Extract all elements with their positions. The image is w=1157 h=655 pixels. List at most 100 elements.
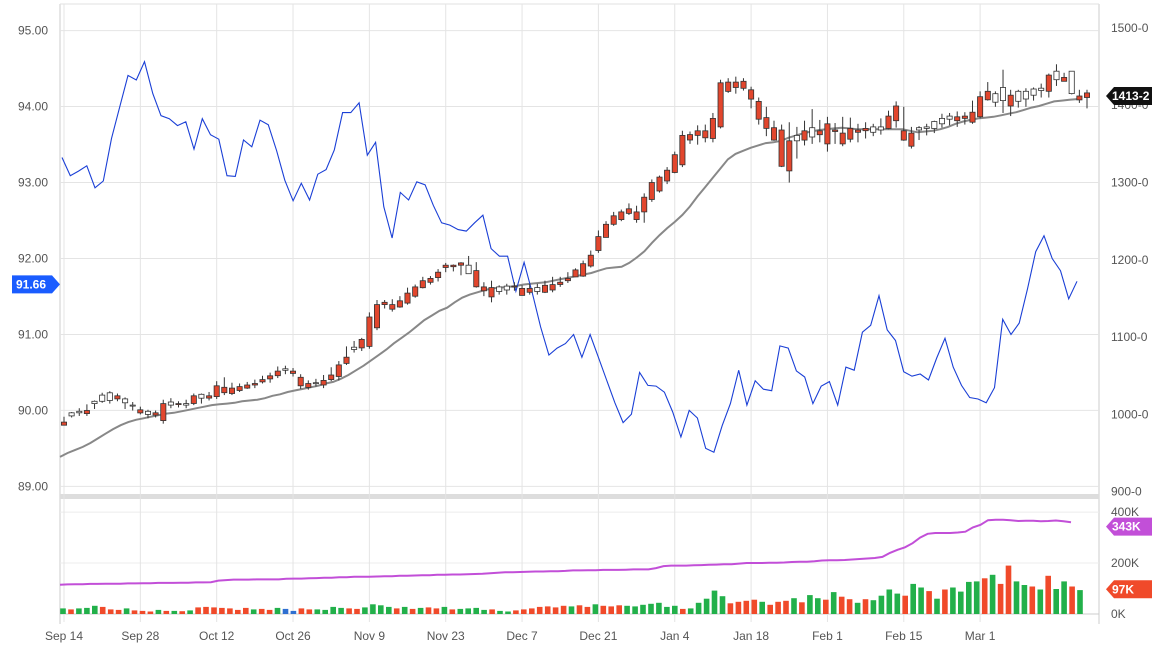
left-axis-tick-label: 92.00 (18, 251, 48, 265)
volume-bar (767, 604, 773, 614)
candle (99, 392, 106, 403)
candle (167, 398, 174, 409)
x-axis-tick-label: Nov 9 (354, 629, 386, 643)
candle (1061, 72, 1068, 82)
volume-bar (274, 607, 281, 614)
candle (503, 283, 510, 295)
volume-bar (997, 583, 1004, 614)
candle-body-up (916, 127, 923, 131)
volume-bar (243, 607, 249, 614)
candle (954, 111, 961, 127)
candle-body-down (83, 410, 90, 414)
volume-bar (695, 602, 702, 614)
volume-bar (807, 595, 813, 614)
volume-bar (640, 604, 646, 614)
candle (687, 131, 694, 144)
candle (404, 287, 411, 305)
candle-body-down (969, 111, 976, 123)
volume-bar (354, 608, 360, 614)
candle (289, 368, 296, 377)
volume-bar (92, 605, 98, 614)
volume-axis-tick-label: 400K (1111, 505, 1139, 519)
candle-body-down (213, 385, 220, 397)
x-axis-tick-label: Jan 4 (660, 629, 690, 643)
candle-body-up (931, 121, 938, 129)
candle (885, 110, 892, 130)
left-price-badge: 91.66 (12, 275, 60, 294)
candle-body-down (618, 211, 625, 220)
candle-body-down (893, 105, 900, 122)
left-axis-tick-label: 95.00 (18, 24, 48, 38)
volume-bar (1005, 565, 1012, 614)
candle-body-down (656, 176, 663, 192)
candle (572, 268, 579, 278)
candle-body-down (1045, 74, 1052, 92)
candle (725, 78, 732, 93)
candle (603, 221, 610, 238)
candle (312, 378, 319, 387)
candle (190, 393, 197, 406)
candle-body-up (129, 404, 136, 407)
volume-bar (862, 599, 869, 614)
candle (694, 125, 701, 145)
candle-body-down (847, 127, 854, 140)
candle-body-up (534, 287, 541, 292)
volume-bar (1069, 586, 1075, 614)
candle (755, 97, 762, 125)
candlestick-layer (61, 64, 1091, 426)
candle-body-up (183, 403, 190, 406)
open-interest-line (59, 518, 1072, 586)
right-axis-tick-label: 900-0 (1111, 485, 1142, 499)
candle (641, 193, 648, 223)
candle (144, 409, 151, 419)
candle (251, 379, 258, 389)
moving-average-line (59, 98, 1078, 458)
volume-bar (878, 595, 885, 614)
volume-bar (123, 608, 130, 614)
candle-body-up (282, 368, 289, 371)
volume-bar (441, 606, 448, 614)
candle (267, 372, 274, 383)
candle-body-down (824, 123, 831, 145)
candle-body-down (908, 132, 915, 147)
moving-average-layer (59, 98, 1078, 458)
volume-bar (838, 596, 845, 614)
candle (1000, 69, 1007, 113)
candle (702, 124, 709, 143)
candle-body-up (1053, 70, 1060, 81)
volume-bar (910, 583, 916, 614)
candle (847, 117, 854, 143)
volume-bar (1077, 590, 1083, 614)
left-axis-tick-label: 94.00 (18, 100, 48, 114)
candle-body-down (778, 129, 785, 167)
candle (450, 264, 457, 272)
candle-body-down (625, 208, 632, 214)
candle-body-down (557, 281, 564, 285)
candle (213, 381, 220, 399)
volume-bar (481, 609, 487, 614)
volume-bar (735, 601, 742, 614)
volume-bar (687, 608, 694, 614)
candle (664, 167, 671, 185)
candle-body-down (725, 81, 732, 92)
volume-bar (719, 596, 726, 614)
candle (862, 122, 869, 139)
candle-body-down (343, 356, 350, 364)
volume-bar (497, 610, 503, 614)
volume-bar (235, 609, 241, 614)
candle-body-down (816, 130, 823, 136)
candle-body-down (61, 421, 68, 426)
candle (129, 402, 136, 411)
candle-body-down (748, 89, 755, 100)
volume-bar (608, 606, 614, 614)
volume-bar (544, 606, 551, 614)
candle-body-down (641, 196, 648, 213)
candle (488, 280, 495, 303)
candle (916, 126, 923, 141)
candle-body-up (946, 115, 953, 120)
candle (221, 377, 228, 396)
x-axis-tick-label: Oct 26 (275, 629, 311, 643)
candle (206, 391, 213, 401)
candle-body-down (457, 262, 464, 266)
candle (419, 276, 426, 289)
